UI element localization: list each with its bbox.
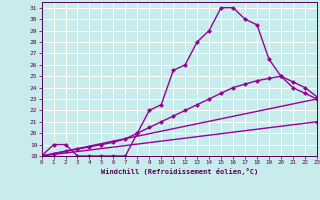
X-axis label: Windchill (Refroidissement éolien,°C): Windchill (Refroidissement éolien,°C) bbox=[100, 168, 258, 175]
